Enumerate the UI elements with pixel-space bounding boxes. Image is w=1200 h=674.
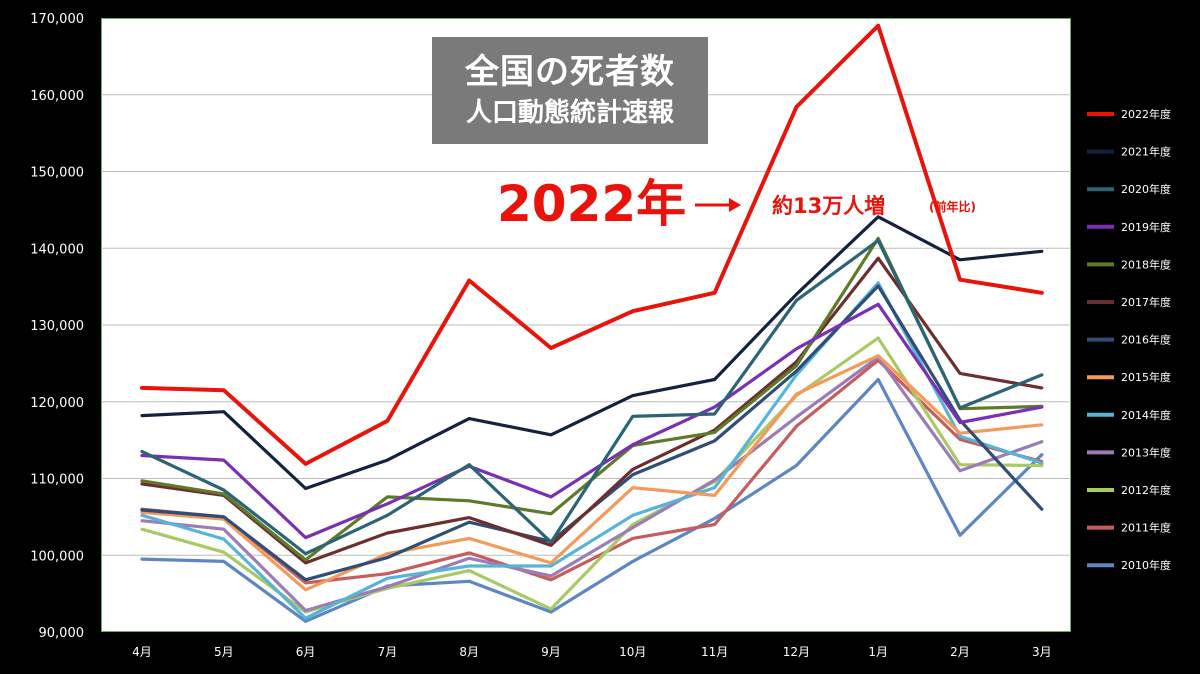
x-tick-label: 1月 xyxy=(868,645,888,659)
x-tick-label: 12月 xyxy=(783,645,810,659)
legend-entry-label: 2014年度 xyxy=(1121,408,1171,422)
x-tick-label: 7月 xyxy=(378,645,398,659)
series-line-5 xyxy=(140,256,1044,565)
legend-entry-label: 2017年度 xyxy=(1121,295,1171,309)
arrow-right-icon xyxy=(695,198,741,212)
series-line-12 xyxy=(140,377,1044,623)
increase-annotation-note: (前年比) xyxy=(929,200,976,214)
legend: 2022年度 2021年度 2020年度 2019年度 2018年度 2017年度 2016… xyxy=(1087,107,1171,572)
y-tick-label: 120,000 xyxy=(30,396,84,411)
x-tick-label: 9月 xyxy=(541,645,561,659)
series-line-3 xyxy=(140,302,1044,540)
y-tick-label: 110,000 xyxy=(30,473,84,488)
y-tick-label: 90,000 xyxy=(39,626,85,641)
series-line-7 xyxy=(140,354,1044,592)
chart-subtitle: 人口動態統計速報 xyxy=(465,97,674,128)
series-line-0 xyxy=(140,23,1044,466)
legend-entry-label: 2011年度 xyxy=(1121,521,1171,535)
legend-entry-label: 2022年度 xyxy=(1121,107,1171,121)
legend-entry-label: 2012年度 xyxy=(1121,483,1171,497)
highlight-year-label: 2022年 xyxy=(497,175,687,233)
x-tick-label: 6月 xyxy=(296,645,316,659)
x-tick-label: 4月 xyxy=(132,645,152,659)
x-tick-label: 10月 xyxy=(619,645,646,659)
x-tick-label: 3月 xyxy=(1032,645,1052,659)
x-tick-label: 8月 xyxy=(459,645,479,659)
y-tick-label: 130,000 xyxy=(30,319,84,334)
series-lines xyxy=(140,23,1044,623)
y-tick-label: 170,000 xyxy=(30,12,84,27)
series-line-10 xyxy=(140,336,1044,614)
legend-entry-label: 2013年度 xyxy=(1121,445,1171,459)
legend-entry-label: 2015年度 xyxy=(1121,370,1171,384)
y-tick-label: 100,000 xyxy=(30,549,84,564)
y-tick-label: 160,000 xyxy=(30,89,84,104)
x-tick-label: 5月 xyxy=(214,645,234,659)
legend-entry-label: 2021年度 xyxy=(1121,145,1171,159)
legend-entry-label: 2016年度 xyxy=(1121,333,1171,347)
y-tick-label: 150,000 xyxy=(30,166,84,181)
legend-entry-label: 2020年度 xyxy=(1121,182,1171,196)
x-tick-label: 11月 xyxy=(701,645,728,659)
series-line-1 xyxy=(140,215,1044,491)
gridlines xyxy=(101,94,1071,556)
series-line-9 xyxy=(140,355,1044,613)
chart-title-box: 全国の死者数 人口動態統計速報 xyxy=(432,37,708,144)
legend-entry-label: 2019年度 xyxy=(1121,220,1171,234)
y-tick-label: 140,000 xyxy=(30,242,84,257)
y-axis-ticks: 90,000 100,000 110,000 120,000 130,000 140,00… xyxy=(30,12,84,641)
x-tick-label: 2月 xyxy=(950,645,970,659)
increase-annotation: 約13万人増 xyxy=(772,194,886,218)
legend-entry-label: 2010年度 xyxy=(1121,558,1171,572)
legend-entry-label: 2018年度 xyxy=(1121,257,1171,271)
series-line-2 xyxy=(140,239,1044,556)
chart-title: 全国の死者数 xyxy=(465,51,675,92)
x-axis-ticks: 4月 5月 6月 7月 8月 9月 10月 11月 12月 1月 2月 3月 xyxy=(132,645,1051,659)
